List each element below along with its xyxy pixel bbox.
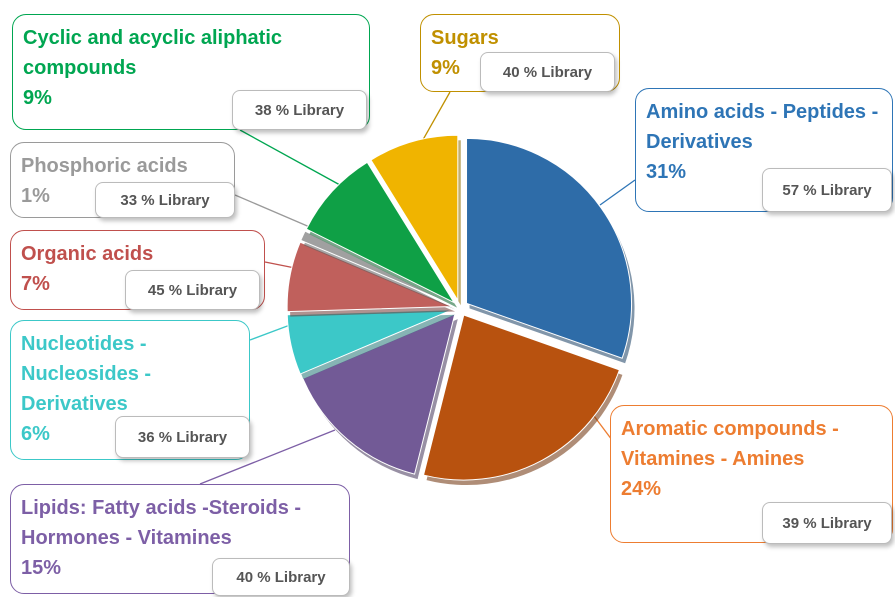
- library-label: 40 % Library: [212, 558, 350, 596]
- value-label: 9%: [23, 87, 52, 109]
- slice: [370, 134, 459, 303]
- leader-line: [249, 324, 291, 341]
- slice: [305, 161, 456, 304]
- slice: [466, 137, 632, 359]
- leader-line: [419, 91, 451, 146]
- library-label: 39 % Library: [762, 502, 892, 544]
- value-label: 1%: [21, 185, 50, 207]
- leader-line: [264, 261, 296, 269]
- library-label: 40 % Library: [480, 52, 615, 92]
- library-label: 38 % Library: [232, 90, 367, 130]
- leader-line: [239, 129, 341, 186]
- slice: [422, 314, 621, 481]
- slice: [286, 241, 453, 313]
- slice: [302, 313, 456, 475]
- value-label: 6%: [21, 423, 50, 445]
- value-label: 15%: [21, 557, 62, 579]
- library-label: 36 % Library: [115, 416, 250, 458]
- library-label: 57 % Library: [762, 168, 892, 212]
- value-label: 7%: [21, 273, 50, 295]
- category-label: Cyclic and acyclic aliphatic compounds: [23, 27, 283, 79]
- category-label: Lipids: Fatty acids -Steroids - Hormones…: [21, 497, 302, 549]
- category-label: Phosphoric acids: [21, 155, 188, 177]
- category-label: Aromatic compounds - Vitamines - Amines: [621, 418, 839, 470]
- library-label: 45 % Library: [125, 270, 260, 310]
- leader-line: [199, 429, 336, 485]
- category-label: Sugars: [431, 27, 499, 49]
- slice: [286, 309, 453, 375]
- leader-line: [599, 179, 636, 206]
- library-label: 33 % Library: [95, 182, 235, 218]
- category-label: Organic acids: [21, 243, 154, 265]
- leader-line: [234, 194, 313, 229]
- category-label: Amino acids - Peptides - Derivatives: [646, 101, 879, 153]
- value-label: 24%: [621, 478, 662, 500]
- category-label: Nucleotides - Nucleosides - Derivatives: [21, 333, 152, 415]
- value-label: 9%: [431, 57, 460, 79]
- value-label: 31%: [646, 161, 687, 183]
